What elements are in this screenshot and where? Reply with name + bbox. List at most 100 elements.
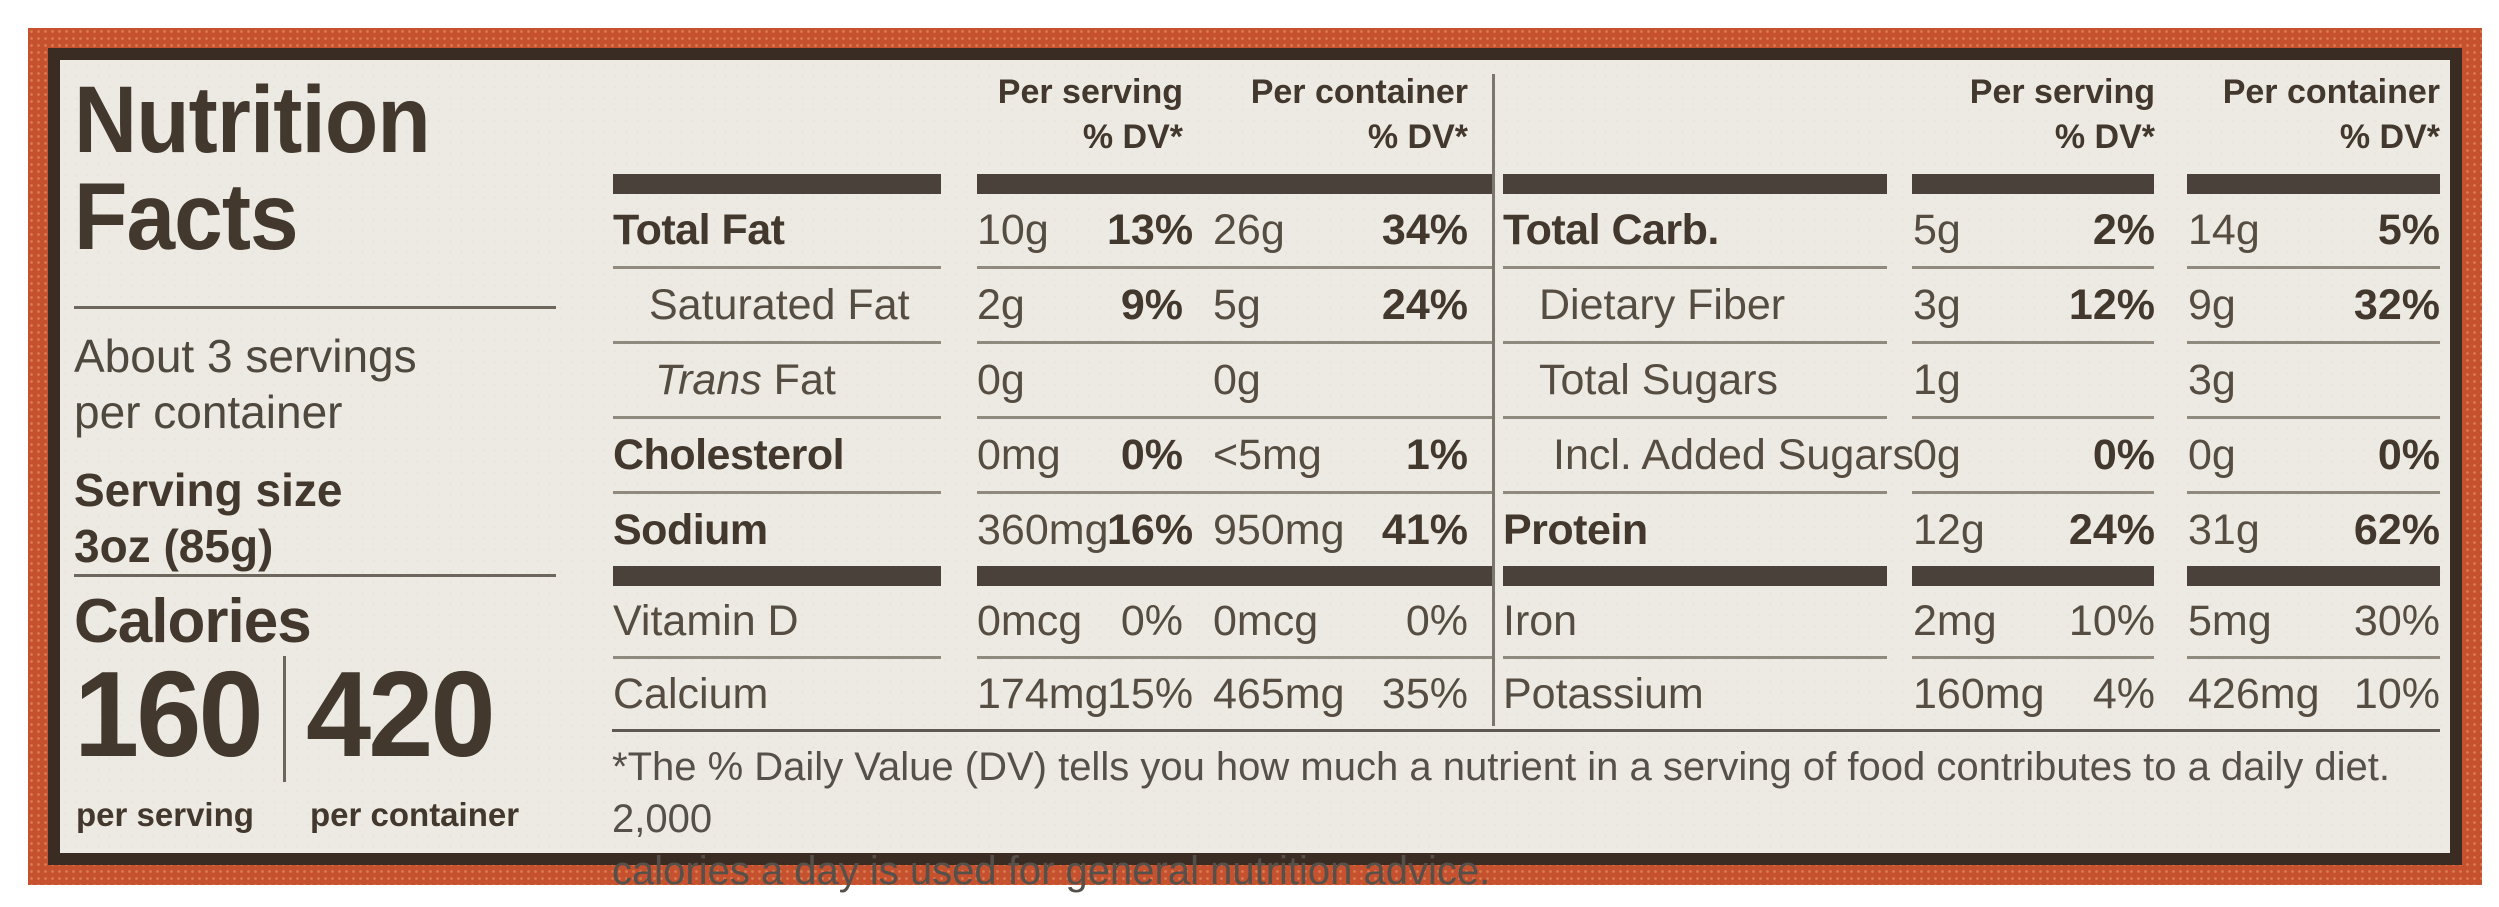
nutrient-label: Calcium [613,669,769,718]
nutrient-label: Vitamin D [613,596,799,645]
per-container-dv: 34% [1381,205,1468,254]
calories-heading: Calories [74,587,312,656]
divider [74,574,556,577]
per-serving-header-label: Per serving [997,73,1183,111]
nutrient-row-cholesterol: Cholesterol 0mg 0% <5mg 1% [613,419,1493,491]
nutrient-row-incl-added-sugars: Incl. Added Sugars 0g 0% 0g 0% [1503,419,2440,491]
per-container-amount: 0g [2188,430,2236,479]
nutrient-label: Protein [1503,505,1648,554]
per-serving-dv: 12% [2068,280,2155,329]
nutrient-label: Total Fat [613,205,785,254]
nutrient-rows: Total Carb. 5g 2% 14g 5% Dietary Fiber 3g 12% 9g… [1503,174,2440,729]
per-container-dv: 32% [2353,280,2440,329]
dv-footnote: *The % Daily Value (DV) tells you how mu… [612,741,2452,897]
serving-size-value: 3oz (85g) [74,520,274,572]
orange-outer-border: Nutrition Facts About 3 servings per con… [28,28,2482,893]
per-serving-dv: 9% [1120,280,1183,329]
header-spacer [613,70,943,162]
per-serving-dv: 10% [2068,596,2155,645]
calories-per-container-value: 420 [305,646,496,782]
per-container-amount: 5mg [2188,596,2272,645]
per-serving-amount: 0g [1913,430,1961,479]
per-container-dv: 5% [2377,205,2440,254]
row-divider [613,266,1493,269]
per-container-dv: 24% [1381,280,1468,329]
servings-per-container: About 3 servings per container [74,328,417,440]
per-container-header-label: Per container [1250,73,1468,111]
per-container-amount: 950mg [1213,505,1345,554]
label-panel: Nutrition Facts About 3 servings per con… [48,48,2462,893]
nutrient-table-left: Per serving % DV* Per container % DV* To… [613,70,1493,729]
nutrient-row-vitamin-d: Vitamin D 0mcg 0% 0mcg 0% [613,586,1493,656]
per-serving-amount: 174mg [977,669,1109,718]
row-divider [1503,266,2440,269]
column-header-per-container: Per container % DV* [1213,70,1468,162]
calories-values: 160 420 [74,650,500,782]
per-serving-amount: 160mg [1913,669,2045,718]
row-divider [613,491,1493,494]
nutrient-label: Total Sugars [1539,355,1779,404]
per-serving-amount: 360mg [977,505,1109,554]
row-divider [613,656,1493,659]
column-headers: Per serving % DV* Per container % DV* [1503,70,2440,162]
footnote-divider [612,729,2440,732]
serving-size: Serving size 3oz (85g) [74,462,342,574]
per-container-dv: 0% [1405,596,1468,645]
per-container-amount: 31g [2188,505,2260,554]
nutrient-label: Dietary Fiber [1539,280,1786,329]
per-serving-amount: 1g [1913,355,1961,404]
footnote-line-1: *The % Daily Value (DV) tells you how mu… [612,745,2390,841]
nutrient-label: Total Carb. [1503,205,1719,254]
per-serving-caption: per serving [76,796,254,833]
nutrient-label: Saturated Fat [649,280,910,329]
calories-divider [282,656,286,782]
per-container-dv: 62% [2353,505,2440,554]
per-serving-dv: 24% [2068,505,2155,554]
column-headers: Per serving % DV* Per container % DV* [613,70,1493,162]
nutrient-row-total-sugars: Total Sugars 1g 3g [1503,344,2440,416]
title-line-2: Facts [74,164,299,270]
per-container-header-label: Per container [2222,73,2440,111]
per-serving-dv: 4% [2092,669,2155,718]
section-bar [1503,566,2440,586]
per-serving-dv: 0% [1120,596,1183,645]
per-serving-dv: 0% [1120,430,1183,479]
label-content: Nutrition Facts About 3 servings per con… [60,60,2450,893]
dv-header-label: % DV* [2054,118,2155,156]
nutrient-row-dietary-fiber: Dietary Fiber 3g 12% 9g 32% [1503,269,2440,341]
nutrient-row-saturated-fat: Saturated Fat 2g 9% 5g 24% [613,269,1493,341]
nutrient-label: Potassium [1503,669,1704,718]
row-divider [1503,341,2440,344]
dv-header-label: % DV* [1367,118,1468,156]
per-container-dv: 1% [1405,430,1468,479]
per-serving-amount: 2mg [1913,596,1997,645]
servings-line-2: per container [74,386,343,438]
per-container-dv: 30% [2353,596,2440,645]
per-container-dv: 41% [1381,505,1468,554]
per-container-amount: 465mg [1213,669,1345,718]
per-container-dv: 10% [2353,669,2440,718]
per-container-dv: 35% [1381,669,1468,718]
nutrient-row-calcium: Calcium 174mg 15% 465mg 35% [613,659,1493,729]
section-bar [1503,174,2440,194]
row-divider [1503,656,2440,659]
column-header-per-container: Per container % DV* [2188,70,2440,162]
per-container-amount: 14g [2188,205,2260,254]
per-serving-amount: 12g [1913,505,1985,554]
per-serving-dv: 13% [1107,205,1194,254]
page-title: Nutrition Facts [74,72,431,270]
dv-header-label: % DV* [2339,118,2440,156]
nutrient-row-sodium: Sodium 360mg 16% 950mg 41% [613,494,1493,566]
per-container-dv: 0% [2377,430,2440,479]
per-container-amount: 426mg [2188,669,2320,718]
per-serving-header-label: Per serving [1969,73,2155,111]
nutrient-row-iron: Iron 2mg 10% 5mg 30% [1503,586,2440,656]
per-container-amount: 26g [1213,205,1285,254]
per-container-amount: 3g [2188,355,2236,404]
per-serving-dv: 0% [2092,430,2155,479]
per-serving-amount: 10g [977,205,1049,254]
calories-per-serving-value: 160 [74,646,264,782]
per-container-amount: 9g [2188,280,2236,329]
nutrient-label: Sodium [613,505,768,554]
